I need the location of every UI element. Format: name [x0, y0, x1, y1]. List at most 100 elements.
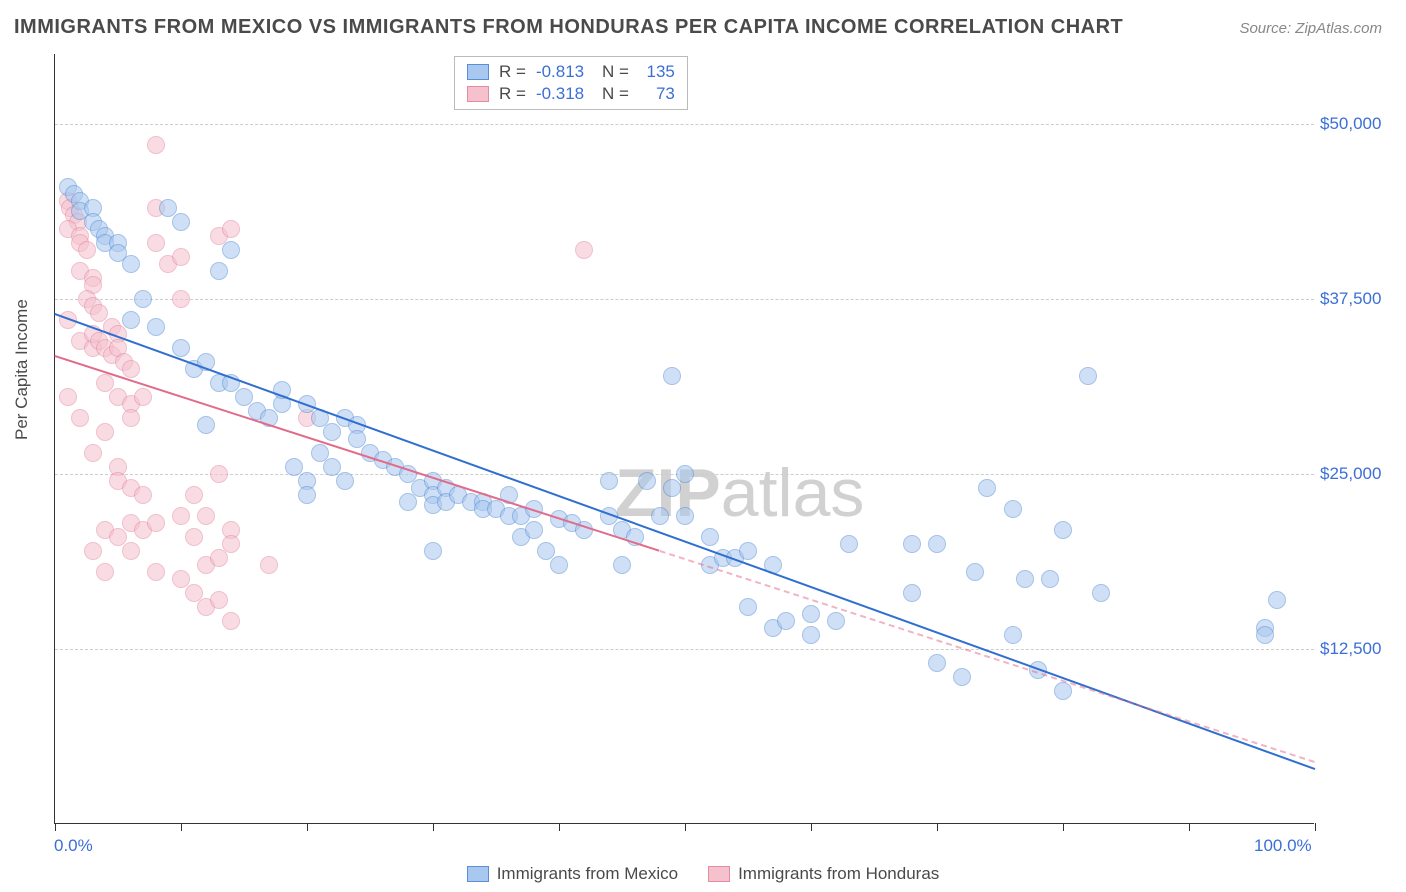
data-point — [172, 339, 190, 357]
legend-item: Immigrants from Honduras — [708, 864, 939, 884]
data-point — [1256, 626, 1274, 644]
x-tick — [1189, 823, 1190, 831]
gridline — [55, 124, 1314, 125]
data-point — [210, 549, 228, 567]
data-point — [172, 248, 190, 266]
x-tick — [181, 823, 182, 831]
data-point — [122, 409, 140, 427]
data-point — [222, 220, 240, 238]
data-point — [525, 521, 543, 539]
data-point — [122, 360, 140, 378]
data-point — [210, 591, 228, 609]
data-point — [172, 290, 190, 308]
data-point — [1016, 570, 1034, 588]
x-tick — [685, 823, 686, 831]
trend-line — [659, 550, 1315, 763]
data-point — [928, 535, 946, 553]
data-point — [613, 556, 631, 574]
data-point — [802, 626, 820, 644]
data-point — [663, 479, 681, 497]
legend-r-value: -0.318 — [536, 83, 592, 105]
data-point — [185, 528, 203, 546]
data-point — [298, 486, 316, 504]
data-point — [147, 318, 165, 336]
legend-r-label: R = — [499, 61, 526, 83]
x-tick-label: 0.0% — [54, 836, 93, 856]
legend-swatch — [708, 866, 730, 882]
data-point — [147, 514, 165, 532]
legend-r-value: -0.813 — [536, 61, 592, 83]
data-point — [210, 262, 228, 280]
data-point — [147, 234, 165, 252]
data-point — [701, 528, 719, 546]
data-point — [147, 136, 165, 154]
legend-swatch — [467, 64, 489, 80]
data-point — [638, 472, 656, 490]
data-point — [222, 241, 240, 259]
data-point — [739, 542, 757, 560]
y-tick-label: $50,000 — [1320, 114, 1400, 134]
legend-n-label: N = — [602, 61, 629, 83]
legend-item: Immigrants from Mexico — [467, 864, 678, 884]
data-point — [1004, 500, 1022, 518]
data-point — [739, 598, 757, 616]
data-point — [966, 563, 984, 581]
data-point — [424, 542, 442, 560]
data-point — [78, 241, 96, 259]
y-axis-label: Per Capita Income — [12, 299, 32, 440]
data-point — [1092, 584, 1110, 602]
data-point — [59, 388, 77, 406]
data-point — [802, 605, 820, 623]
legend-n-value: 73 — [639, 83, 675, 105]
data-point — [928, 654, 946, 672]
data-point — [210, 465, 228, 483]
x-tick — [1063, 823, 1064, 831]
data-point — [84, 542, 102, 560]
data-point — [260, 556, 278, 574]
y-tick-label: $37,500 — [1320, 289, 1400, 309]
data-point — [840, 535, 858, 553]
legend-swatch — [467, 86, 489, 102]
data-point — [651, 507, 669, 525]
legend-r-label: R = — [499, 83, 526, 105]
legend-row: R =-0.318N =73 — [467, 83, 675, 105]
data-point — [827, 612, 845, 630]
data-point — [676, 507, 694, 525]
data-point — [122, 311, 140, 329]
data-point — [147, 563, 165, 581]
correlation-legend: R =-0.813N =135R =-0.318N =73 — [454, 56, 688, 110]
data-point — [663, 367, 681, 385]
data-point — [399, 493, 417, 511]
data-point — [96, 563, 114, 581]
legend-swatch — [467, 866, 489, 882]
x-tick — [1315, 823, 1316, 831]
legend-n-value: 135 — [639, 61, 675, 83]
data-point — [953, 668, 971, 686]
data-point — [172, 213, 190, 231]
y-tick-label: $25,000 — [1320, 464, 1400, 484]
gridline — [55, 299, 1314, 300]
data-point — [84, 444, 102, 462]
data-point — [222, 535, 240, 553]
data-point — [336, 472, 354, 490]
data-point — [185, 486, 203, 504]
data-point — [134, 290, 152, 308]
data-point — [1079, 367, 1097, 385]
data-point — [777, 612, 795, 630]
data-point — [222, 612, 240, 630]
data-point — [1054, 521, 1072, 539]
data-point — [172, 507, 190, 525]
data-point — [122, 542, 140, 560]
data-point — [197, 416, 215, 434]
data-point — [134, 388, 152, 406]
legend-series-name: Immigrants from Mexico — [497, 864, 678, 884]
series-legend: Immigrants from Mexico Immigrants from Ho… — [0, 864, 1406, 884]
legend-series-name: Immigrants from Honduras — [738, 864, 939, 884]
x-tick-label: 100.0% — [1254, 836, 1312, 856]
plot-area: ZIPatlas $12,500$25,000$37,500$50,000 — [54, 54, 1314, 824]
y-tick-label: $12,500 — [1320, 639, 1400, 659]
data-point — [1268, 591, 1286, 609]
data-point — [676, 465, 694, 483]
data-point — [96, 423, 114, 441]
data-point — [122, 255, 140, 273]
